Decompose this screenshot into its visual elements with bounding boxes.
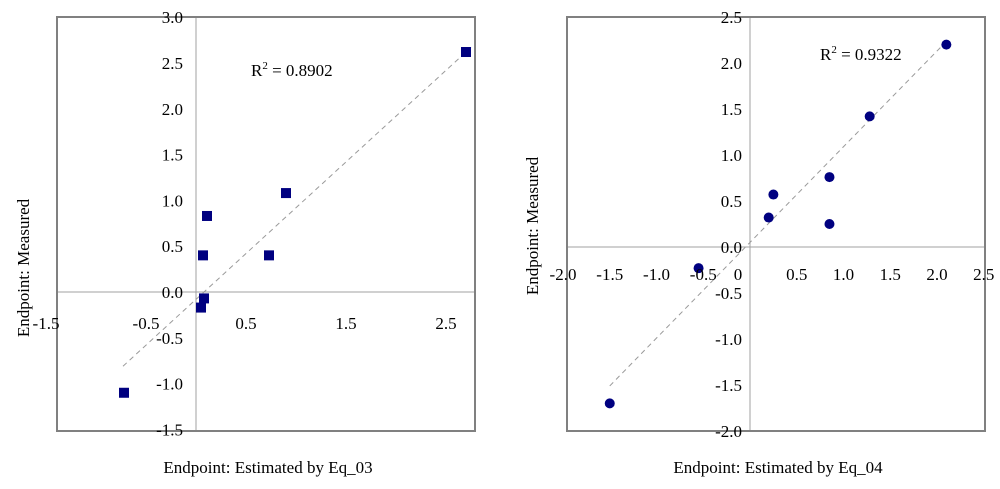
data-point: [864, 111, 875, 122]
plot-area-frame: [566, 16, 986, 432]
data-point: [763, 212, 774, 223]
data-point: [768, 189, 779, 200]
y-tick-label: -1.5: [156, 420, 183, 439]
x-axis-label: Endpoint: Estimated by Eq_04: [673, 458, 883, 477]
data-point: [119, 387, 129, 398]
y-tick-label: 1.5: [162, 146, 183, 165]
r-squared-annotation: R2 = 0.9322: [820, 44, 902, 64]
r-squared-annotation: R2 = 0.8902: [251, 60, 333, 80]
y-tick-label: 0.5: [162, 237, 183, 256]
axis-lines: [58, 18, 474, 430]
data-point: [196, 302, 206, 313]
y-tick-label: -0.5: [156, 329, 183, 348]
x-tick-label: 1.0: [833, 265, 854, 284]
y-tick-label: 1.0: [721, 146, 742, 165]
data-points: [604, 39, 952, 409]
y-tick-label: 2.5: [162, 54, 183, 73]
x-tick-label: 0.5: [235, 314, 256, 333]
x-axis-label: Endpoint: Estimated by Eq_03: [163, 458, 372, 477]
r-squared-sup: 2: [262, 60, 268, 72]
y-tick-label: 0.0: [162, 283, 183, 302]
data-point: [202, 210, 212, 221]
axis-lines: [568, 18, 984, 430]
x-tick-label: 2.5: [973, 265, 994, 284]
y-tick-labels: 2.5 2.0 1.5 1.0 0.5 0.0 -0.5 -1.0 -1.5 -2.0: [715, 8, 742, 441]
x-tick-label: -1.0: [643, 265, 670, 284]
r-squared-value: = 0.8902: [268, 61, 333, 80]
y-axis-label: Endpoint: Measured: [14, 198, 33, 337]
data-point: [264, 250, 274, 261]
y-axis-label: Endpoint: Measured: [523, 156, 542, 295]
x-tick-label: 2.5: [435, 314, 456, 333]
data-point: [941, 39, 952, 50]
data-point: [824, 219, 835, 229]
r-squared-base: R: [251, 61, 263, 80]
y-tick-label: 0.0: [721, 238, 742, 257]
data-point: [199, 293, 209, 304]
y-tick-label: 2.0: [162, 100, 183, 119]
chart-eq04: -2.0 -1.5 -1.0 -0.5 0 0.5 1.0 1.5 2.0 2.5 2.52.01…: [523, 8, 994, 477]
trendline-line: [122, 47, 472, 367]
x-tick-labels: -1.5 -0.5 0.5 1.5 2.5: [33, 314, 457, 333]
x-tick-label: -0.5: [690, 265, 717, 284]
r-squared-sup: 2: [831, 44, 837, 56]
r-squared-base: R: [820, 45, 832, 64]
y-tick-label: -2.0: [715, 422, 742, 441]
chart-eq03: -1.5 -0.5 0.5 1.5 2.5 3.02.52.01.51.00.50.0-…: [14, 8, 476, 477]
y-tick-label: -1.0: [156, 375, 183, 394]
r-squared-value: = 0.9322: [837, 45, 902, 64]
x-tick-labels: -2.0 -1.5 -1.0 -0.5 0 0.5 1.0 1.5 2.0 2.5: [550, 265, 995, 284]
x-tick-label: -1.5: [33, 314, 60, 333]
data-point: [604, 398, 615, 409]
data-point: [281, 188, 291, 199]
x-tick-label: -1.5: [596, 265, 623, 284]
data-point: [693, 263, 704, 274]
x-tick-label: 1.5: [880, 265, 901, 284]
data-point: [198, 250, 208, 261]
y-tick-label: 2.0: [721, 54, 742, 73]
x-tick-label: -2.0: [550, 265, 577, 284]
data-point: [461, 47, 471, 58]
y-tick-label: 1.5: [721, 100, 742, 119]
data-points: [119, 47, 471, 398]
x-tick-label: 1.5: [335, 314, 356, 333]
x-tick-label: 0.5: [786, 265, 807, 284]
y-tick-label: 0.5: [721, 192, 742, 211]
trendline: [122, 47, 472, 367]
x-tick-label: 2.0: [926, 265, 947, 284]
x-tick-label: -0.5: [133, 314, 160, 333]
x-tick-label: 0: [734, 265, 743, 284]
y-tick-label: 2.5: [721, 8, 742, 27]
y-tick-label: -0.5: [715, 284, 742, 303]
y-tick-label: -1.0: [715, 330, 742, 349]
y-tick-label: 1.0: [162, 191, 183, 210]
y-tick-label: -1.5: [715, 376, 742, 395]
y-tick-label: 3.0: [162, 8, 183, 27]
data-point: [824, 172, 835, 183]
plot-area-frame: [56, 16, 476, 432]
y-tick-labels: 3.0 2.5 2.0 1.5 1.0 0.5 0.0 -0.5 -1.0 -1.5: [156, 8, 183, 439]
